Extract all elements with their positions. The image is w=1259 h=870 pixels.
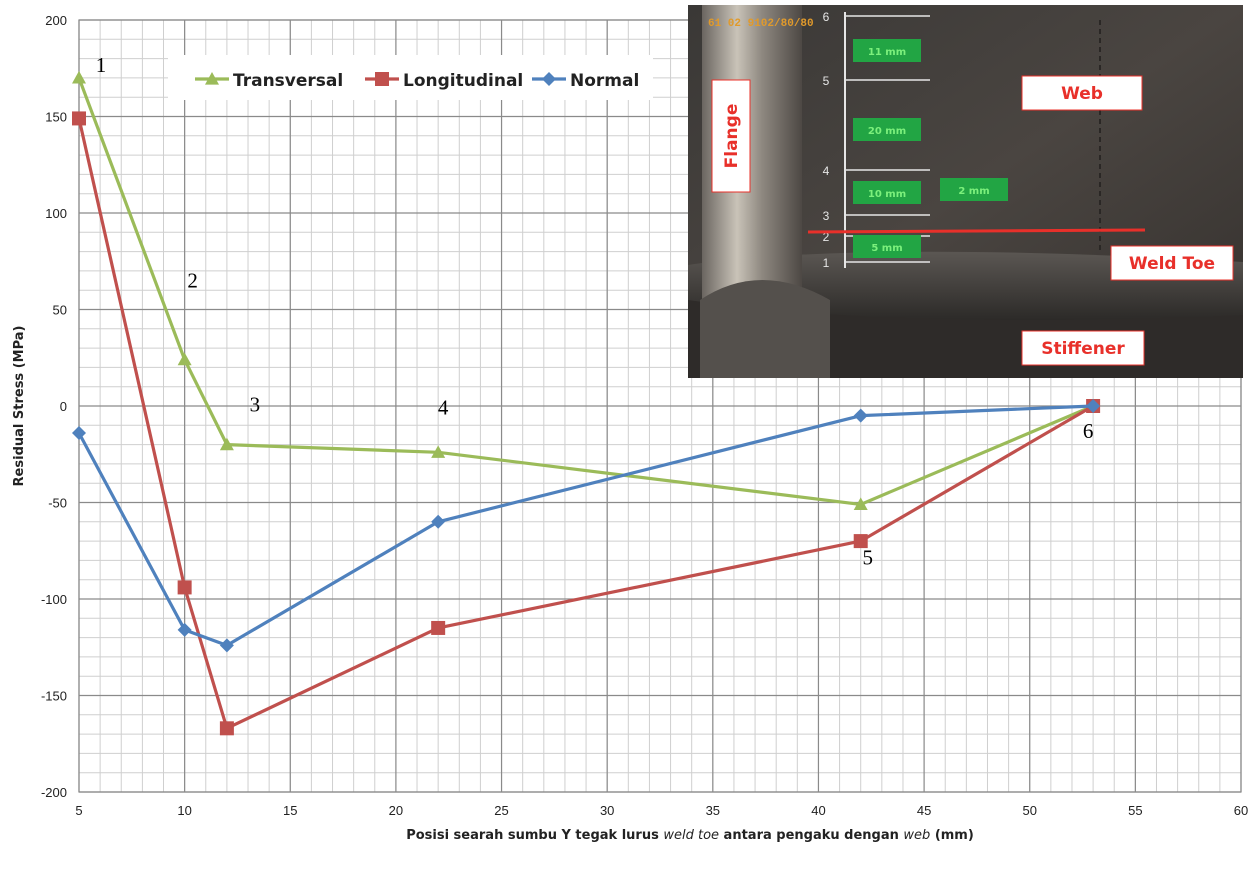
data-point-transversal: [219, 437, 234, 451]
x-tick-label: 40: [811, 803, 825, 818]
x-axis-title-part: (mm): [930, 828, 974, 843]
x-tick-label: 35: [706, 803, 720, 818]
data-point-transversal: [853, 497, 868, 511]
data-point-longitudinal: [219, 721, 234, 736]
weld-corner: [700, 280, 830, 378]
dim-20mm: 20 mm: [868, 126, 906, 137]
legend-marker: [375, 72, 389, 86]
legend-item-normal: Normal: [532, 71, 639, 91]
x-axis-title-part: web: [903, 828, 930, 843]
series-line-longitudinal: [77, 118, 1094, 730]
x-tick-label: 20: [389, 803, 403, 818]
label-weld-toe: Weld Toe: [1129, 254, 1215, 274]
legend-item-transversal: Transversal: [195, 71, 343, 91]
y-tick-label: 150: [45, 110, 67, 125]
legend-label: Longitudinal: [403, 71, 523, 91]
data-point-normal: [219, 638, 234, 653]
x-tick-label: 55: [1128, 803, 1142, 818]
label-stiffener: Stiffener: [1041, 339, 1125, 359]
ruler-number: 3: [823, 209, 830, 223]
x-axis-title-part: weld toe: [663, 828, 719, 843]
data-point-longitudinal: [72, 111, 86, 126]
data-point-longitudinal: [853, 534, 868, 549]
ruler-number: 2: [823, 230, 830, 244]
legend-box: [168, 55, 653, 100]
x-axis-title-part: antara pengaku dengan: [719, 828, 903, 843]
legend-label: Transversal: [233, 71, 343, 91]
y-axis-title: Residual Stress (MPa): [12, 326, 27, 487]
point-label-4: 4: [438, 395, 449, 419]
ruler-number: 6: [823, 10, 830, 24]
y-tick-label: -100: [41, 592, 67, 607]
y-tick-label: -50: [48, 496, 67, 511]
photo-timestamp: 61 02 9102/80/80: [708, 18, 814, 30]
point-labels: 1 2 3 4 5 6: [96, 53, 1094, 570]
label-web: Web: [1061, 84, 1103, 104]
x-tick-label: 15: [283, 803, 297, 818]
series-line-normal: [77, 404, 1094, 647]
data-point-transversal: [177, 352, 192, 366]
series-normal: [72, 399, 1101, 653]
x-axis-title-part: Posisi searah sumbu Y tegak lurus: [406, 828, 663, 843]
plot-border: [78, 19, 1242, 793]
y-tick-label: 200: [45, 13, 67, 28]
x-tick-label: 10: [177, 803, 191, 818]
axes: 5 10 15 20 25 30 35 40 45 50 55 60-200-150-100-5005…: [12, 13, 1248, 843]
x-tick-label: 30: [600, 803, 614, 818]
data-point-transversal: [431, 445, 446, 458]
x-tick-label: 25: [494, 803, 508, 818]
x-tick-label: 60: [1234, 803, 1248, 818]
y-tick-label: 0: [60, 399, 67, 414]
point-label-1: 1: [96, 53, 107, 77]
dim-10mm: 10 mm: [868, 189, 906, 200]
ruler-number: 5: [823, 74, 830, 88]
data-point-normal: [1086, 399, 1101, 413]
data-point-normal: [431, 514, 446, 529]
point-label-2: 2: [187, 269, 198, 293]
legend-label: Normal: [570, 71, 639, 91]
inset-photo: 6 5 4 3 2 1 11 mm 20 mm 10 mm 2 mm 5 mm Web F…: [688, 5, 1243, 378]
data-point-normal: [177, 622, 192, 637]
series-line-transversal: [77, 77, 1094, 507]
legend-item-longitudinal: Longitudinal: [365, 71, 523, 91]
data-point-normal: [853, 408, 868, 423]
legend: Transversal Longitudinal Normal: [168, 55, 653, 100]
y-tick-label: -200: [41, 785, 67, 800]
point-label-6: 6: [1083, 419, 1094, 443]
series-layer: [72, 70, 1101, 736]
x-tick-label: 45: [917, 803, 931, 818]
data-point-longitudinal: [177, 580, 192, 595]
dim-2mm: 2 mm: [958, 186, 989, 197]
y-tick-label: 100: [45, 206, 67, 221]
y-tick-label: 50: [53, 303, 67, 318]
data-point-transversal: [72, 70, 86, 84]
weld-toe-line: [807, 228, 1146, 234]
label-flange: Flange: [722, 104, 742, 169]
x-tick-label: 50: [1022, 803, 1036, 818]
data-point-longitudinal: [431, 620, 446, 635]
x-tick-label: 5: [75, 803, 82, 818]
dim-5mm: 5 mm: [871, 243, 902, 254]
y-tick-label: -150: [41, 689, 67, 704]
x-axis-title: Posisi searah sumbu Y tegak lurus weld t…: [406, 828, 974, 843]
legend-marker: [542, 72, 556, 86]
ruler-number: 4: [823, 164, 830, 178]
dimension-boxes: 11 mm 20 mm 10 mm 2 mm 5 mm: [853, 39, 1008, 258]
data-point-normal: [72, 426, 86, 441]
point-label-5: 5: [862, 545, 873, 569]
ruler-number: 1: [823, 256, 830, 270]
point-label-3: 3: [250, 393, 261, 417]
dim-11mm: 11 mm: [868, 47, 906, 58]
legend-marker: [205, 72, 219, 85]
